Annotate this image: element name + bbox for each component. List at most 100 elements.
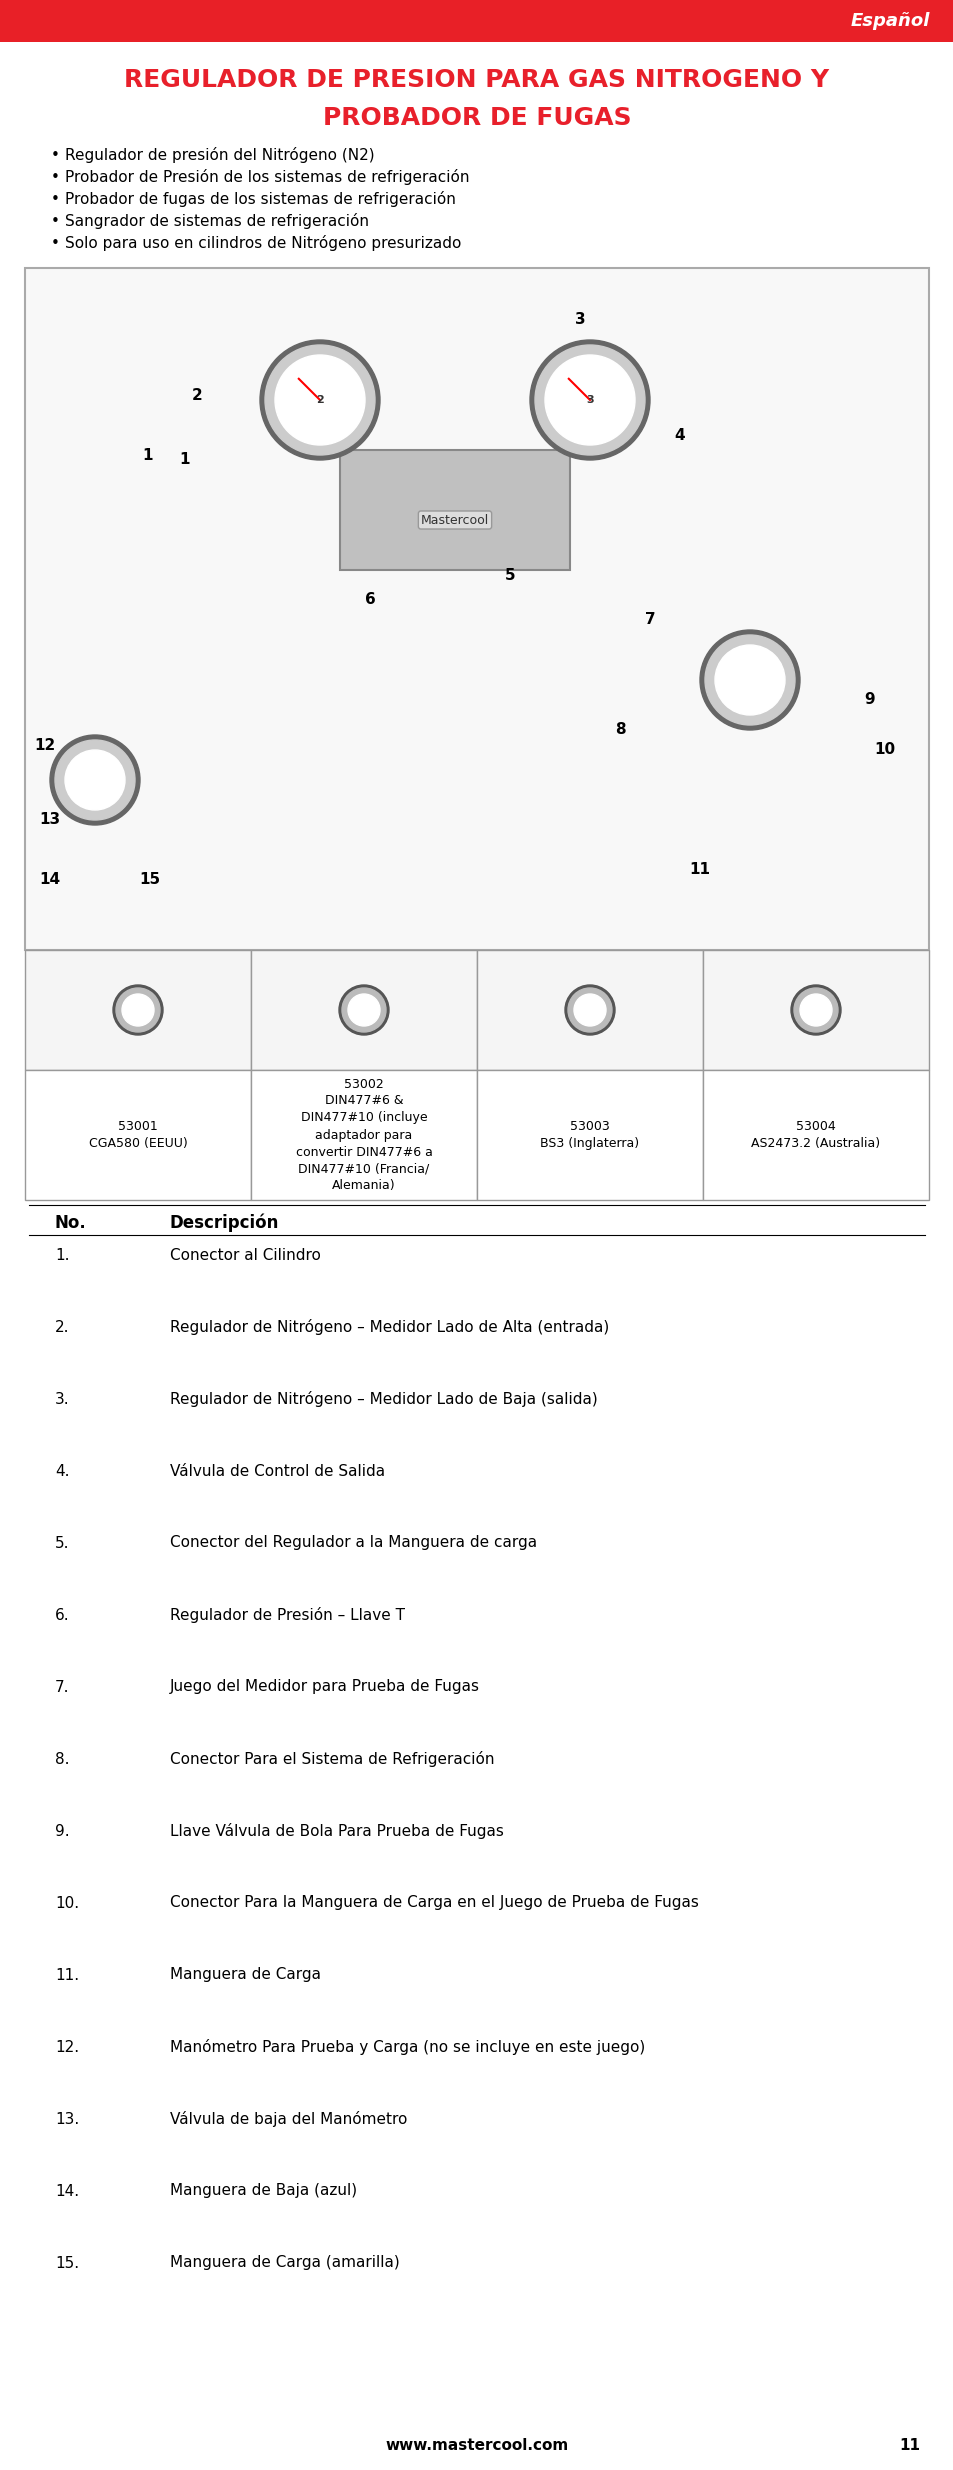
Text: Regulador de Presión – Llave T: Regulador de Presión – Llave T <box>170 1608 405 1623</box>
Circle shape <box>564 986 615 1035</box>
Text: 10: 10 <box>874 743 895 758</box>
Text: 15: 15 <box>139 872 160 887</box>
Text: 1.: 1. <box>55 1247 70 1262</box>
Text: Llave Válvula de Bola Para Prueba de Fugas: Llave Válvula de Bola Para Prueba de Fug… <box>170 1823 503 1840</box>
Bar <box>702 951 928 1070</box>
Text: 53002
DIN477#6 &
DIN477#10 (incluye
adaptador para
convertir DIN477#6 a
DIN477#1: 53002 DIN477#6 & DIN477#10 (incluye adap… <box>295 1077 432 1193</box>
Text: Regulador de Nitrógeno – Medidor Lado de Alta (entrada): Regulador de Nitrógeno – Medidor Lado de… <box>170 1319 609 1334</box>
Circle shape <box>50 736 140 825</box>
Text: 14.: 14. <box>55 2183 79 2198</box>
Text: 6: 6 <box>364 593 375 608</box>
Text: Conector Para el Sistema de Refrigeración: Conector Para el Sistema de Refrigeració… <box>170 1751 494 1766</box>
Text: 6.: 6. <box>55 1608 70 1623</box>
Text: 11: 11 <box>689 862 710 877</box>
Text: 2: 2 <box>192 388 208 403</box>
Circle shape <box>112 986 163 1035</box>
Text: 4.: 4. <box>55 1465 70 1480</box>
Text: 15.: 15. <box>55 2255 79 2270</box>
Text: Válvula de Control de Salida: Válvula de Control de Salida <box>170 1465 385 1480</box>
Text: 13.: 13. <box>55 2112 79 2127</box>
Text: Probador de fugas de los sistemas de refrigeración: Probador de fugas de los sistemas de ref… <box>65 190 456 207</box>
Circle shape <box>530 341 649 459</box>
Circle shape <box>55 741 135 820</box>
Bar <box>251 951 476 1070</box>
Text: 3: 3 <box>585 395 593 405</box>
Circle shape <box>790 986 841 1035</box>
Bar <box>25 1070 251 1200</box>
Text: 11.: 11. <box>55 1969 79 1983</box>
Text: Descripción: Descripción <box>170 1213 279 1233</box>
Circle shape <box>700 630 800 731</box>
Circle shape <box>793 988 837 1032</box>
Text: 53004
AS2473.2 (Australia): 53004 AS2473.2 (Australia) <box>751 1119 880 1151</box>
Circle shape <box>265 346 375 454</box>
Circle shape <box>704 635 794 726</box>
Text: •: • <box>51 148 59 163</box>
Text: Regulador de Nitrógeno – Medidor Lado de Baja (salida): Regulador de Nitrógeno – Medidor Lado de… <box>170 1391 598 1408</box>
Bar <box>476 1070 702 1200</box>
Text: 2: 2 <box>315 395 323 405</box>
Bar <box>0 0 953 42</box>
Text: Manguera de Baja (azul): Manguera de Baja (azul) <box>170 2183 356 2198</box>
Text: Manguera de Carga: Manguera de Carga <box>170 1969 320 1983</box>
Text: Sangrador de sistemas de refrigeración: Sangrador de sistemas de refrigeración <box>65 212 369 230</box>
Text: 14: 14 <box>39 872 60 887</box>
Text: Español: Español <box>850 12 929 30</box>
Text: •: • <box>51 170 59 185</box>
Bar <box>339 450 569 571</box>
Circle shape <box>116 988 160 1032</box>
Text: 1: 1 <box>143 447 153 462</box>
Bar <box>476 951 702 1070</box>
Text: No.: No. <box>55 1213 87 1233</box>
Circle shape <box>800 993 831 1025</box>
Bar <box>25 269 928 951</box>
Text: 13: 13 <box>39 813 60 827</box>
Text: •: • <box>51 235 59 249</box>
Circle shape <box>260 341 379 459</box>
Text: 11: 11 <box>898 2438 919 2453</box>
Text: Conector del Regulador a la Manguera de carga: Conector del Regulador a la Manguera de … <box>170 1536 537 1551</box>
Circle shape <box>341 988 386 1032</box>
Circle shape <box>535 346 644 454</box>
Text: Manguera de Carga (amarilla): Manguera de Carga (amarilla) <box>170 2255 399 2270</box>
Circle shape <box>714 645 784 714</box>
Circle shape <box>567 988 612 1032</box>
Text: 12.: 12. <box>55 2040 79 2055</box>
Circle shape <box>65 751 125 810</box>
Text: Juego del Medidor para Prueba de Fugas: Juego del Medidor para Prueba de Fugas <box>170 1680 479 1694</box>
Text: Válvula de baja del Manómetro: Válvula de baja del Manómetro <box>170 2112 407 2127</box>
Text: •: • <box>51 212 59 230</box>
Bar <box>25 951 251 1070</box>
Text: PROBADOR DE FUGAS: PROBADOR DE FUGAS <box>322 106 631 131</box>
Text: Solo para uso en cilindros de Nitrógeno presurizado: Solo para uso en cilindros de Nitrógeno … <box>65 235 461 252</box>
Text: Regulador de presión del Nitrógeno (N2): Regulador de presión del Nitrógeno (N2) <box>65 148 375 163</box>
Text: 7: 7 <box>644 613 655 627</box>
Text: 4: 4 <box>674 427 684 442</box>
Text: 3: 3 <box>574 314 585 329</box>
Circle shape <box>348 993 379 1025</box>
Text: 5.: 5. <box>55 1536 70 1551</box>
Text: 53001
CGA580 (EEUU): 53001 CGA580 (EEUU) <box>89 1119 187 1151</box>
Text: 7.: 7. <box>55 1680 70 1694</box>
Text: 9.: 9. <box>55 1823 70 1838</box>
Bar <box>702 1070 928 1200</box>
Circle shape <box>338 986 389 1035</box>
Text: www.mastercool.com: www.mastercool.com <box>385 2438 568 2453</box>
Text: 5: 5 <box>504 568 515 583</box>
Circle shape <box>274 356 365 445</box>
Text: 12: 12 <box>34 739 55 753</box>
Text: REGULADOR DE PRESION PARA GAS NITROGENO Y: REGULADOR DE PRESION PARA GAS NITROGENO … <box>124 69 829 91</box>
Text: Mastercool: Mastercool <box>420 514 489 526</box>
Text: 10.: 10. <box>55 1894 79 1909</box>
Text: Conector al Cilindro: Conector al Cilindro <box>170 1247 320 1262</box>
Circle shape <box>574 993 605 1025</box>
Text: 53003
BS3 (Inglaterra): 53003 BS3 (Inglaterra) <box>539 1119 639 1151</box>
Bar <box>251 1070 476 1200</box>
Text: Probador de Presión de los sistemas de refrigeración: Probador de Presión de los sistemas de r… <box>65 168 469 185</box>
Circle shape <box>122 993 153 1025</box>
Text: 2.: 2. <box>55 1319 70 1334</box>
Text: 1: 1 <box>179 452 190 467</box>
Circle shape <box>544 356 635 445</box>
Text: Manómetro Para Prueba y Carga (no se incluye en este juego): Manómetro Para Prueba y Carga (no se inc… <box>170 2040 644 2055</box>
Text: Conector Para la Manguera de Carga en el Juego de Prueba de Fugas: Conector Para la Manguera de Carga en el… <box>170 1894 699 1909</box>
